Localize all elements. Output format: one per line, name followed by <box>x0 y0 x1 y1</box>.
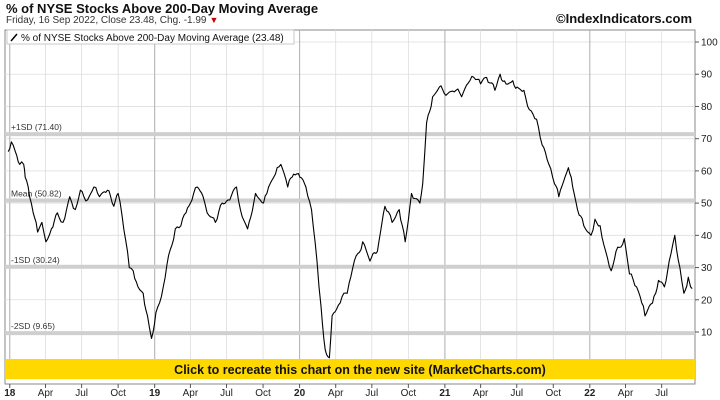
chart-subtitle: Friday, 16 Sep 2022, Close 23.48, Chg. -… <box>6 15 218 26</box>
banner-background <box>5 359 695 379</box>
close-summary: Friday, 16 Sep 2022, Close 23.48, Chg. -… <box>6 15 207 26</box>
x-tick-label: Oct <box>255 388 271 399</box>
x-tick-label: Jul <box>75 388 88 399</box>
x-tick-label: Apr <box>328 388 344 399</box>
sd-bands: +1SD (71.40) Mean (50.82) -1SD (30.24) -2SD… <box>5 122 695 336</box>
x-tick-label: 20 <box>294 388 306 399</box>
brand-label[interactable]: ©IndexIndicators.com <box>556 11 692 26</box>
sd-band-label: +1SD (71.40) <box>11 122 62 132</box>
series-layer <box>7 73 693 359</box>
y-tick-label: 70 <box>701 134 713 145</box>
sd-band-line <box>5 264 695 269</box>
legend-swatch <box>10 33 18 42</box>
x-tick-label: Jul <box>655 388 668 399</box>
sd-band-line <box>5 198 695 203</box>
x-tick-label: Oct <box>401 388 417 399</box>
y-tick-label: 10 <box>701 328 713 339</box>
x-tick-label: Jul <box>510 388 523 399</box>
x-tick-label: Apr <box>473 388 489 399</box>
y-tick-label: 40 <box>701 231 713 242</box>
legend: % of NYSE Stocks Above 200-Day Moving Av… <box>6 29 295 45</box>
sd-band-line <box>5 331 695 336</box>
x-tick-label: Apr <box>183 388 199 399</box>
recreate-banner[interactable]: Click to recreate this chart on the new … <box>5 359 695 379</box>
y-tick-label: 30 <box>701 263 713 274</box>
plot-area <box>4 29 696 385</box>
sd-band-line <box>5 132 695 137</box>
y-tick-label: 60 <box>701 166 713 177</box>
down-arrow-icon: ▼ <box>209 15 219 25</box>
y-tick-label: 100 <box>701 38 718 49</box>
y-tick-label: 90 <box>701 70 713 81</box>
x-tick-label: 19 <box>149 388 161 399</box>
y-axis-ticks: 10 20 30 40 50 60 70 80 90 100 <box>695 38 718 339</box>
sd-band-label: Mean (50.82) <box>11 188 62 198</box>
y-tick-label: 20 <box>701 295 713 306</box>
x-tick-label: Jul <box>220 388 233 399</box>
y-tick-label: 80 <box>701 102 713 113</box>
x-tick-label: Oct <box>545 388 561 399</box>
x-tick-label: 18 <box>4 388 16 399</box>
banner-label[interactable]: Click to recreate this chart on the new … <box>174 363 546 377</box>
x-tick-label: Jul <box>365 388 378 399</box>
legend-label: % of NYSE Stocks Above 200-Day Moving Av… <box>21 33 284 44</box>
x-tick-label: 21 <box>439 388 451 399</box>
legend-box <box>6 29 295 45</box>
sd-band-label: -2SD (9.65) <box>11 321 55 331</box>
y-tick-label: 50 <box>701 199 713 210</box>
x-axis-ticks: 18 Apr Jul Oct 19 Apr Jul Oct 20 Apr Jul Oct 21 Apr Ju… <box>4 384 668 399</box>
sd-band-label: -1SD (30.24) <box>11 255 60 265</box>
x-tick-label: Oct <box>110 388 126 399</box>
x-tick-label: Apr <box>618 388 634 399</box>
series-line <box>7 73 693 359</box>
x-tick-label: 22 <box>584 388 596 399</box>
chart-title: % of NYSE Stocks Above 200-Day Moving Av… <box>6 1 319 16</box>
x-tick-label: Apr <box>38 388 54 399</box>
grid-lines <box>5 30 695 359</box>
